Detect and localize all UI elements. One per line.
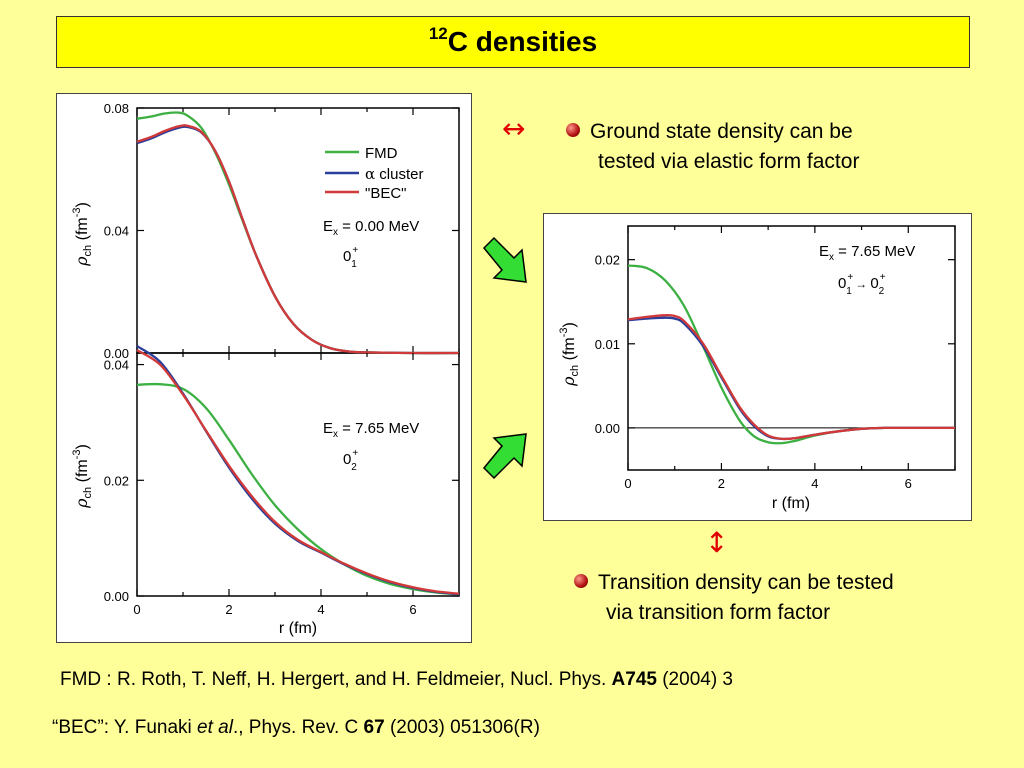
- series-line-cluster: [627, 316, 955, 441]
- y-tick-label: 0.00: [104, 346, 129, 361]
- right-chart-plot: 0.00 0.01 0.02 0 2 4 6: [595, 226, 956, 491]
- y-tick-label: 0.04: [104, 224, 129, 239]
- left-figure-panel: 0.00 0.04 0.08 0.00 0.02 0.04 0 2 4 6 FMD α clus…: [56, 93, 472, 643]
- vertical-double-arrow: ↕: [705, 526, 729, 559]
- series-line-fmd: [627, 264, 955, 445]
- bottom-chart-plot: 0.00 0.02 0.04 0 2 4 6: [104, 345, 460, 617]
- bullet1-line2: tested via elastic form factor: [598, 150, 860, 173]
- bullet-icon: [574, 574, 588, 589]
- series-line-bec: [627, 313, 955, 441]
- top-chart-legend: FMD α cluster "BEC": [325, 145, 424, 202]
- arrow-down-right-shape: [482, 236, 527, 283]
- ref2-etal: et al: [197, 717, 233, 738]
- bottom-y-axis-label: ρch (fm-3): [71, 444, 94, 509]
- bullet-ground-state: Ground state density can be tested via e…: [566, 117, 859, 177]
- green-arrow-upper: [482, 236, 527, 283]
- x-tick-label: 0: [624, 476, 631, 491]
- bullet-icon: [566, 123, 580, 138]
- ref1-text: FMD : R. Roth, T. Neff, H. Hergert, and …: [60, 669, 612, 690]
- bottom-annotation-energy: Ex = 7.65 MeV: [323, 420, 419, 440]
- top-chart-plot: 0.00 0.04 0.08: [104, 101, 460, 361]
- green-arrow-lower: [482, 433, 527, 480]
- arrow-up-right-shape: [482, 433, 527, 480]
- horizontal-double-arrow: ↔: [502, 112, 526, 145]
- series-line-fmd: [136, 382, 460, 596]
- ref2-text: “BEC”: Y. Funaki: [52, 717, 198, 738]
- right-annotation-energy: Ex = 7.65 MeV: [819, 243, 915, 263]
- right-figure-panel: 0.00 0.01 0.02 0 2 4 6 Ex = 7.65 MeV 0+ 1 → 0+ 2…: [543, 213, 972, 521]
- legend-label-fmd: FMD: [365, 145, 398, 162]
- series-line-bec: [136, 349, 460, 595]
- title-superscript: 12: [428, 24, 448, 43]
- bottom-x-axis-label: r (fm): [279, 620, 317, 637]
- legend-label-alpha: α cluster: [365, 165, 424, 183]
- right-y-axis-label: ρch (fm-3): [558, 322, 581, 387]
- ref2-volume: 67: [363, 717, 385, 738]
- bullet-transition: Transition density can be tested via tra…: [574, 568, 894, 628]
- left-figure-svg: 0.000.040.08 0.000.020.040 2 4 6 FMD α clus…: [71, 101, 460, 637]
- y-tick-label: 0.00: [104, 589, 129, 604]
- reference-bec: “BEC”: Y. Funaki et al., Phys. Rev. C 67…: [52, 717, 540, 739]
- x-tick-label: 2: [718, 476, 725, 491]
- slide-title: 12C densities: [428, 24, 598, 58]
- ref1-volume: A745: [611, 669, 657, 690]
- ref2-mid: ., Phys. Rev. C: [232, 717, 364, 738]
- right-figure-svg: 0.00 0.01 0.02 0 2 4 6 Ex = 7.65 MeV 0+ 1 → 0+ 2…: [558, 225, 956, 512]
- bottom-chart-frame: [136, 352, 460, 597]
- series-line-cluster: [136, 345, 460, 596]
- x-tick-label: 4: [811, 476, 818, 491]
- title-box: 12C densities: [56, 16, 970, 68]
- y-tick-label: 0.04: [104, 358, 129, 373]
- x-tick-label: 2: [225, 602, 232, 617]
- title-text: C densities: [447, 26, 598, 57]
- right-x-axis-label: r (fm): [772, 495, 810, 512]
- y-tick-label: 0.00: [595, 421, 620, 436]
- x-tick-label: 0: [133, 602, 140, 617]
- series-line-cluster: [136, 125, 460, 355]
- x-tick-label: 6: [905, 476, 912, 491]
- right-chart-frame: [627, 225, 956, 471]
- legend-label-bec: "BEC": [365, 185, 407, 202]
- top-y-axis-label: ρch (fm-3): [71, 202, 94, 267]
- right-annotation-transition: 0+ 1 → 0+ 2: [838, 272, 886, 297]
- y-tick-label: 0.01: [595, 337, 620, 352]
- x-tick-label: 4: [317, 602, 324, 617]
- y-tick-label: 0.02: [104, 473, 129, 488]
- ref1-tail: (2004) 3: [656, 669, 733, 690]
- ref2-tail: (2003) 051306(R): [384, 717, 540, 738]
- y-tick-label: 0.08: [104, 101, 129, 116]
- bullet1-line1: Ground state density can be: [590, 120, 853, 143]
- bottom-annotation-state: 0+ 2: [343, 448, 358, 473]
- x-tick-label: 6: [409, 602, 416, 617]
- bullet2-line2: via transition form factor: [606, 601, 831, 624]
- y-tick-label: 0.02: [595, 253, 620, 268]
- reference-fmd: FMD : R. Roth, T. Neff, H. Hergert, and …: [60, 669, 733, 691]
- top-annotation-state: 0+ 1: [343, 245, 358, 270]
- series-line-bec: [136, 124, 460, 355]
- top-annotation-energy: Ex = 0.00 MeV: [323, 218, 419, 238]
- bullet2-line1: Transition density can be tested: [598, 571, 894, 594]
